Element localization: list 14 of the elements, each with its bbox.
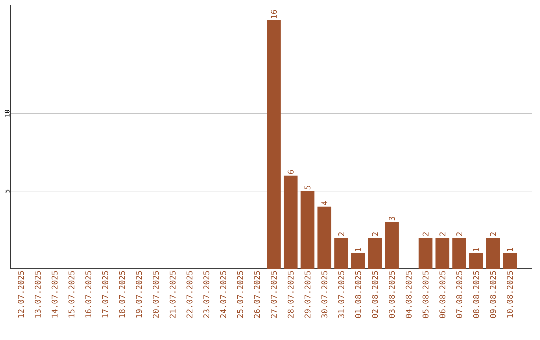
bar — [284, 176, 298, 269]
bar — [486, 238, 500, 269]
bar — [267, 20, 281, 269]
bar — [318, 206, 332, 269]
bar — [334, 238, 348, 269]
bar — [300, 191, 315, 269]
bar — [351, 253, 366, 269]
bar — [452, 238, 466, 269]
bar — [436, 238, 450, 269]
bar — [368, 238, 382, 269]
bar — [418, 238, 433, 269]
bar — [469, 253, 484, 269]
bar — [503, 253, 517, 269]
bar — [385, 222, 399, 269]
